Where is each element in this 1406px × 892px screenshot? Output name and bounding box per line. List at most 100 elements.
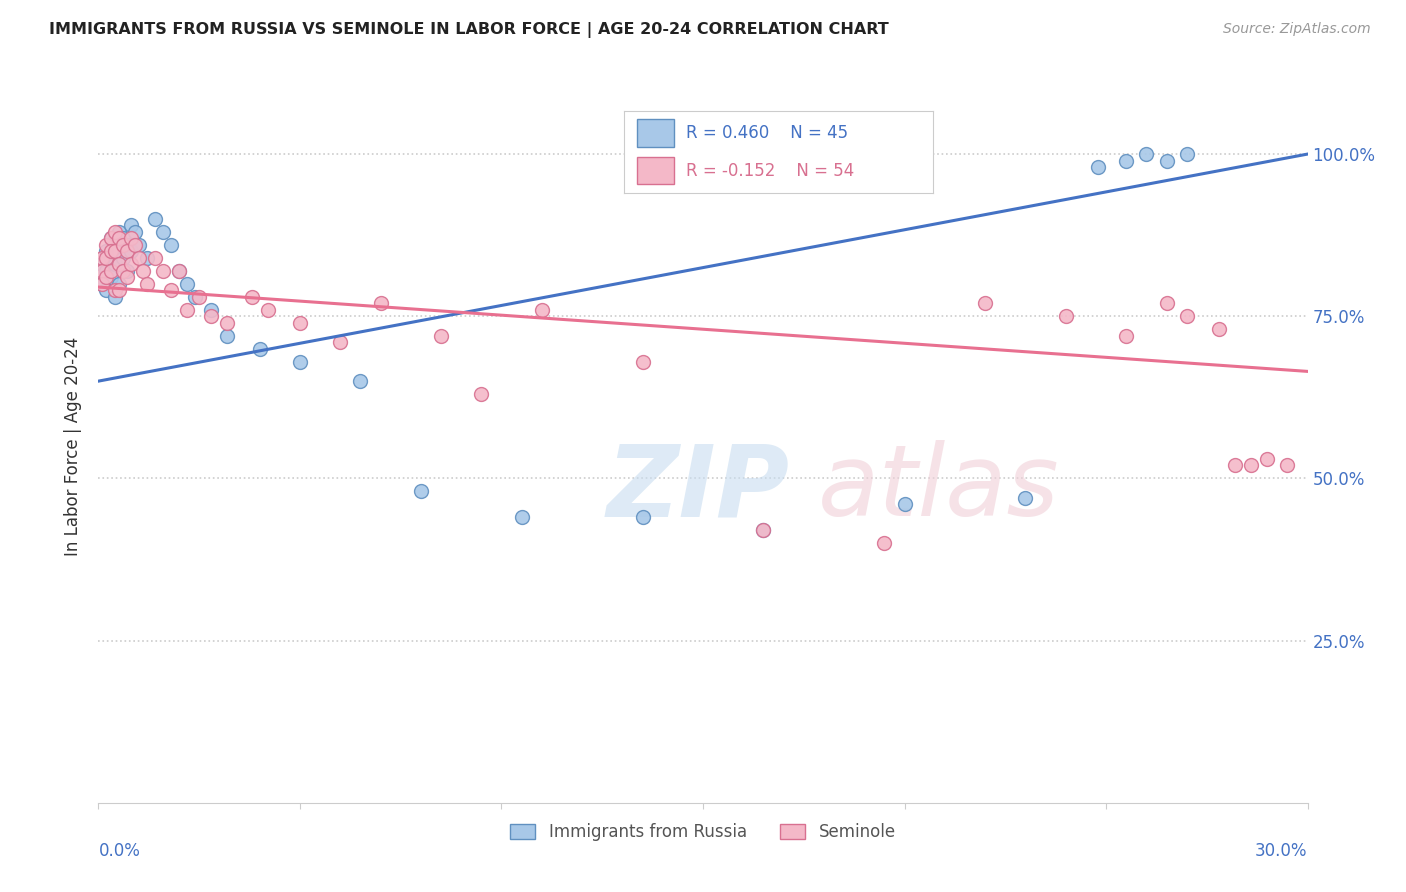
Point <box>111 251 134 265</box>
Point <box>91 257 114 271</box>
Point <box>103 238 125 252</box>
Point <box>143 251 166 265</box>
Point <box>120 244 142 259</box>
Text: 0.0%: 0.0% <box>98 842 141 860</box>
Point <box>103 225 125 239</box>
Point <box>111 238 134 252</box>
Point <box>873 536 896 550</box>
Point <box>160 283 183 297</box>
Point <box>103 290 125 304</box>
Point <box>124 225 146 239</box>
Point <box>200 302 222 317</box>
Point <box>96 251 118 265</box>
Point <box>349 374 371 388</box>
Point <box>184 290 207 304</box>
Point <box>176 302 198 317</box>
Point <box>96 264 118 278</box>
Point <box>288 354 311 368</box>
Point <box>103 244 125 259</box>
Point <box>143 211 166 226</box>
Point <box>120 257 142 271</box>
Point <box>1115 328 1137 343</box>
Point <box>107 244 129 259</box>
Point <box>1175 147 1198 161</box>
Point <box>100 231 122 245</box>
Point <box>128 238 150 252</box>
Point <box>752 524 775 538</box>
Point <box>1240 458 1263 473</box>
Point <box>96 244 118 259</box>
Point <box>135 251 157 265</box>
Point <box>1087 160 1109 174</box>
Point <box>893 497 915 511</box>
Text: 30.0%: 30.0% <box>1256 842 1308 860</box>
Point <box>1223 458 1246 473</box>
Point <box>120 231 142 245</box>
Point <box>96 270 118 285</box>
Text: IMMIGRANTS FROM RUSSIA VS SEMINOLE IN LABOR FORCE | AGE 20-24 CORRELATION CHART: IMMIGRANTS FROM RUSSIA VS SEMINOLE IN LA… <box>49 22 889 38</box>
Point <box>1156 153 1178 168</box>
Point <box>752 524 775 538</box>
Y-axis label: In Labor Force | Age 20-24: In Labor Force | Age 20-24 <box>65 336 83 556</box>
Point <box>100 251 122 265</box>
Text: Source: ZipAtlas.com: Source: ZipAtlas.com <box>1223 22 1371 37</box>
Point <box>152 264 174 278</box>
Point <box>103 257 125 271</box>
Point <box>100 244 122 259</box>
Point <box>100 264 122 278</box>
Point <box>1156 296 1178 310</box>
Point <box>256 302 278 317</box>
Point <box>107 225 129 239</box>
Point <box>91 251 114 265</box>
Point <box>96 238 118 252</box>
Point <box>217 316 239 330</box>
Point <box>132 264 155 278</box>
Point <box>91 264 114 278</box>
Point <box>152 225 174 239</box>
Point <box>176 277 198 291</box>
Point <box>128 251 150 265</box>
Point <box>530 302 553 317</box>
Point <box>115 238 138 252</box>
Point <box>91 277 114 291</box>
Point <box>217 328 239 343</box>
Point <box>111 231 134 245</box>
Point <box>510 510 533 524</box>
Point <box>188 290 211 304</box>
Point <box>111 264 134 278</box>
Text: ZIP: ZIP <box>606 441 789 537</box>
Point <box>288 316 311 330</box>
Point <box>107 283 129 297</box>
Point <box>100 231 122 245</box>
Point <box>631 510 654 524</box>
Point <box>329 335 352 350</box>
Point <box>103 283 125 297</box>
Point <box>1135 147 1157 161</box>
Point <box>91 277 114 291</box>
Point <box>1175 310 1198 324</box>
Point <box>1014 491 1036 505</box>
Point <box>631 354 654 368</box>
Point <box>200 310 222 324</box>
Point <box>1208 322 1230 336</box>
Point <box>430 328 453 343</box>
Point <box>974 296 997 310</box>
Point <box>470 387 492 401</box>
Text: atlas: atlas <box>818 441 1060 537</box>
Point <box>107 277 129 291</box>
Point <box>115 244 138 259</box>
Point <box>115 270 138 285</box>
Point <box>1256 452 1278 467</box>
Point <box>167 264 190 278</box>
Point <box>249 342 271 356</box>
Point <box>135 277 157 291</box>
Point <box>167 264 190 278</box>
Point <box>115 264 138 278</box>
Point <box>107 257 129 271</box>
Point <box>160 238 183 252</box>
Point <box>120 219 142 233</box>
Legend: Immigrants from Russia, Seminole: Immigrants from Russia, Seminole <box>503 817 903 848</box>
Point <box>100 270 122 285</box>
Point <box>1115 153 1137 168</box>
Point <box>370 296 392 310</box>
